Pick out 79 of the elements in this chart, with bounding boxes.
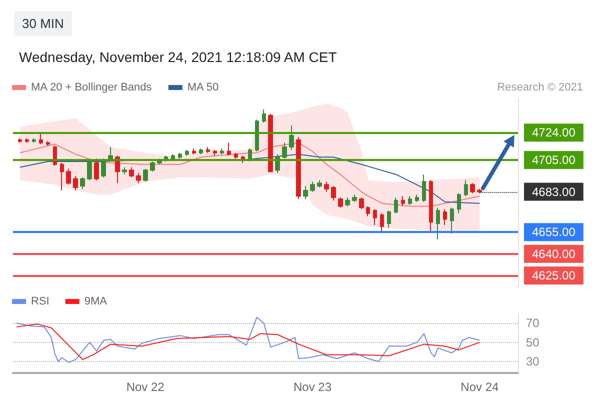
candlestick [394, 197, 398, 214]
candlestick [415, 194, 419, 202]
candlestick [366, 206, 370, 217]
x-tick-label: Nov 24 [460, 380, 500, 394]
candlestick [143, 168, 148, 182]
candlestick [18, 138, 22, 144]
candlestick [387, 210, 391, 228]
legend-label: 9MA [84, 296, 108, 308]
candlestick [227, 142, 231, 156]
candlestick [171, 154, 175, 161]
candlestick [199, 148, 203, 155]
candlestick [331, 186, 336, 201]
candlestick [429, 180, 433, 233]
candlestick [477, 188, 482, 194]
candlestick [422, 174, 426, 202]
candlestick [457, 192, 461, 214]
ref-line-label: 4655.00 [532, 225, 576, 240]
candlestick [150, 160, 155, 172]
candlestick [122, 166, 127, 175]
chart-subtitle: Wednesday, November 24, 2021 12:18:09 AM CET [19, 49, 338, 65]
y-tick-label: 70 [526, 316, 540, 330]
candlestick [262, 109, 266, 124]
candlestick [359, 197, 364, 210]
candlestick [136, 172, 141, 184]
candlestick [87, 160, 92, 181]
ref-line-label: 4625.00 [532, 268, 576, 282]
candlestick [220, 148, 224, 155]
candlestick [185, 149, 189, 156]
candlestick [213, 149, 217, 156]
text: 30 MIN [22, 16, 64, 31]
candlestick [255, 119, 259, 152]
candlestick [338, 197, 343, 208]
candlestick [470, 182, 475, 194]
ref-line-label: 4683.00 [532, 184, 576, 199]
candlestick [450, 207, 454, 234]
legend-label: MA 50 [187, 82, 219, 94]
candlestick [464, 180, 468, 197]
candlestick [324, 181, 329, 192]
candlestick [401, 196, 405, 207]
candlestick [268, 113, 273, 172]
candlestick [25, 138, 29, 144]
candlestick [296, 136, 301, 200]
candlestick [234, 152, 238, 160]
candlestick [80, 176, 85, 190]
candlestick [46, 140, 50, 146]
line-series [16, 324, 480, 360]
candlestick [345, 197, 350, 207]
y-tick-label: 30 [526, 354, 540, 368]
candlestick [380, 212, 384, 233]
candlestick [39, 132, 43, 145]
ref-line-label: 4724.00 [532, 126, 576, 140]
candlestick [303, 186, 308, 200]
candlestick [66, 168, 71, 186]
y-tick-label: 50 [526, 335, 540, 350]
candlestick [289, 124, 294, 150]
candlestick [192, 148, 196, 155]
candlestick [94, 158, 99, 181]
legend-label: RSI [31, 296, 50, 308]
ref-line-label: 4705.00 [532, 153, 576, 168]
line-series [16, 316, 480, 363]
x-tick-label: Nov 22 [126, 380, 165, 394]
candlestick [443, 208, 447, 226]
candlestick [60, 162, 64, 191]
x-tick-label: Nov 23 [294, 380, 332, 394]
ref-line-label: 4640.00 [532, 246, 576, 261]
legend-label: MA 20 + Bollinger Bands [31, 82, 152, 94]
candlestick [310, 181, 315, 192]
candlestick [32, 138, 36, 144]
candlestick [436, 207, 440, 240]
candlestick [129, 166, 134, 178]
candlestick [373, 208, 377, 226]
candlestick [317, 180, 322, 188]
text: Research © 2021 [497, 82, 583, 94]
candlestick [282, 142, 287, 160]
candlestick [408, 196, 412, 206]
candlestick [73, 175, 78, 191]
candlestick [352, 194, 357, 202]
candlestick [206, 146, 210, 154]
candlestick [178, 152, 182, 160]
